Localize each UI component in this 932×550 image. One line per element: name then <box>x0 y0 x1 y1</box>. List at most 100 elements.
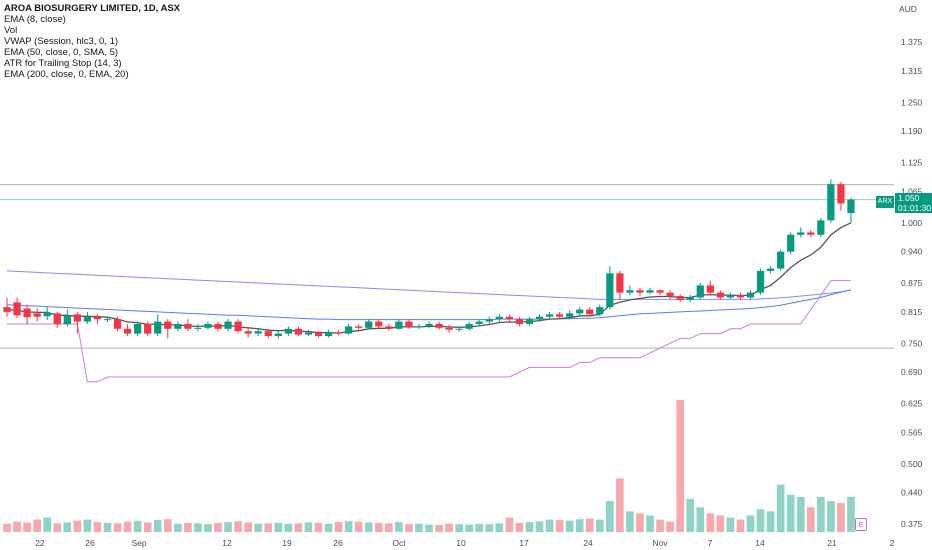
candle-body <box>254 331 262 334</box>
volume-bar <box>274 522 283 532</box>
candle-body <box>465 323 473 329</box>
candlesticks <box>3 179 855 339</box>
time-axis: 22 26 Sep 12 19 26 Oct 10 17 24 Nov 7 14 21 2 <box>35 538 894 548</box>
candle-body <box>807 232 815 235</box>
price-tick-label: 0.375 <box>901 519 923 529</box>
indicator-volume[interactable]: Vol <box>4 25 18 36</box>
candle-body <box>355 326 363 328</box>
price-tick-label: 0.625 <box>901 399 923 409</box>
volume-bar <box>585 518 594 532</box>
volume-bar <box>465 524 474 532</box>
volume-bar <box>73 520 82 532</box>
candle-body <box>746 292 755 298</box>
indicator-vwap[interactable]: VWAP (Session, hlc3, 0, 1) <box>4 36 119 47</box>
candle-body <box>294 328 303 335</box>
candle-body <box>334 332 343 334</box>
candle-body <box>495 316 503 320</box>
candle-body <box>73 314 81 322</box>
volume-bar <box>515 522 524 532</box>
volume-bar <box>3 523 11 532</box>
price-tick-label: 0.750 <box>901 338 923 348</box>
time-tick-label: 26 <box>85 538 95 548</box>
candle-body <box>566 313 574 317</box>
indicator-lines <box>6 222 852 383</box>
candle-body <box>545 314 554 317</box>
volume-bar <box>435 524 443 532</box>
candle-body <box>93 316 102 320</box>
candle-body <box>576 309 584 314</box>
candle-body <box>405 321 413 327</box>
symbol-title[interactable]: AROA BIOSURGERY LIMITED, 1D, ASX <box>4 3 181 14</box>
candle-body <box>375 321 383 327</box>
candle-body <box>3 307 11 312</box>
candle-body <box>214 323 222 329</box>
time-tick-label: 17 <box>519 538 529 548</box>
candle-body <box>395 321 403 329</box>
candle-body <box>314 332 323 337</box>
volume-bar <box>535 521 544 532</box>
volume-bar <box>194 523 202 532</box>
time-tick-label: 19 <box>282 538 292 548</box>
volume-bar <box>163 519 172 532</box>
time-tick-label: Sep <box>131 538 146 548</box>
candle-body <box>324 332 333 337</box>
candle-body <box>555 314 564 317</box>
ema200-line <box>6 270 852 300</box>
candle-body <box>144 323 152 334</box>
volume-bar <box>525 522 534 532</box>
candle-body <box>535 316 544 320</box>
volume-bar <box>565 520 574 532</box>
price-tick-label: 1.190 <box>901 126 923 136</box>
volume-bar <box>153 520 162 532</box>
candle-body <box>626 290 634 293</box>
ticker-tag: ARX <box>876 196 894 208</box>
candle-body <box>616 273 624 293</box>
volume-bar <box>264 523 273 532</box>
candle-body <box>194 327 202 329</box>
indicator-ema200[interactable]: EMA (200, close, 0, EMA, 20) <box>4 69 129 80</box>
volume-bar <box>244 522 252 532</box>
last-price-tag: 1.050 01:01:30 <box>895 193 932 213</box>
volume-bar <box>786 494 795 532</box>
volume-bar <box>616 478 624 532</box>
price-tick-label: 0.500 <box>901 459 923 469</box>
volume-bar <box>354 521 363 532</box>
candle-body <box>686 297 694 300</box>
volume-bar <box>636 513 644 532</box>
volume-bar <box>53 523 62 532</box>
volume-bars <box>3 400 855 532</box>
candle-body <box>817 220 825 235</box>
volume-bar <box>234 521 242 532</box>
candle-body <box>676 296 684 300</box>
volume-bar <box>495 523 504 532</box>
volume-bar <box>475 523 484 532</box>
volume-bar <box>123 521 132 532</box>
volume-bar <box>726 517 735 532</box>
volume-bar <box>686 499 695 532</box>
atr-trailing-stop-line <box>7 280 851 383</box>
candle-body <box>756 270 765 293</box>
price-tick-label: 0.565 <box>901 427 923 437</box>
candle-body <box>304 332 313 335</box>
time-tick-label: 24 <box>583 538 593 548</box>
volume-bar <box>33 519 41 532</box>
candle-body <box>123 328 132 334</box>
candle-body <box>435 323 443 328</box>
ema8-line <box>6 222 852 334</box>
indicator-atr-stop[interactable]: ATR for Trailing Stop (14, 3) <box>4 58 122 69</box>
candle-body <box>797 232 805 235</box>
candle-body <box>23 308 31 318</box>
indicator-ema50[interactable]: EMA (50, close, 0, SMA, 5) <box>4 47 119 58</box>
candle-body <box>606 273 614 308</box>
volume-bar <box>706 513 715 532</box>
volume-bar <box>455 524 463 532</box>
earnings-badge[interactable]: E <box>855 518 867 531</box>
volume-bar <box>384 523 393 532</box>
candle-body <box>726 295 735 298</box>
time-tick-label: 21 <box>827 538 837 548</box>
time-tick-label: 7 <box>708 538 713 548</box>
candle-body <box>174 323 182 329</box>
indicator-ema8[interactable]: EMA (8, close) <box>4 14 66 25</box>
volume-bar <box>847 496 855 532</box>
